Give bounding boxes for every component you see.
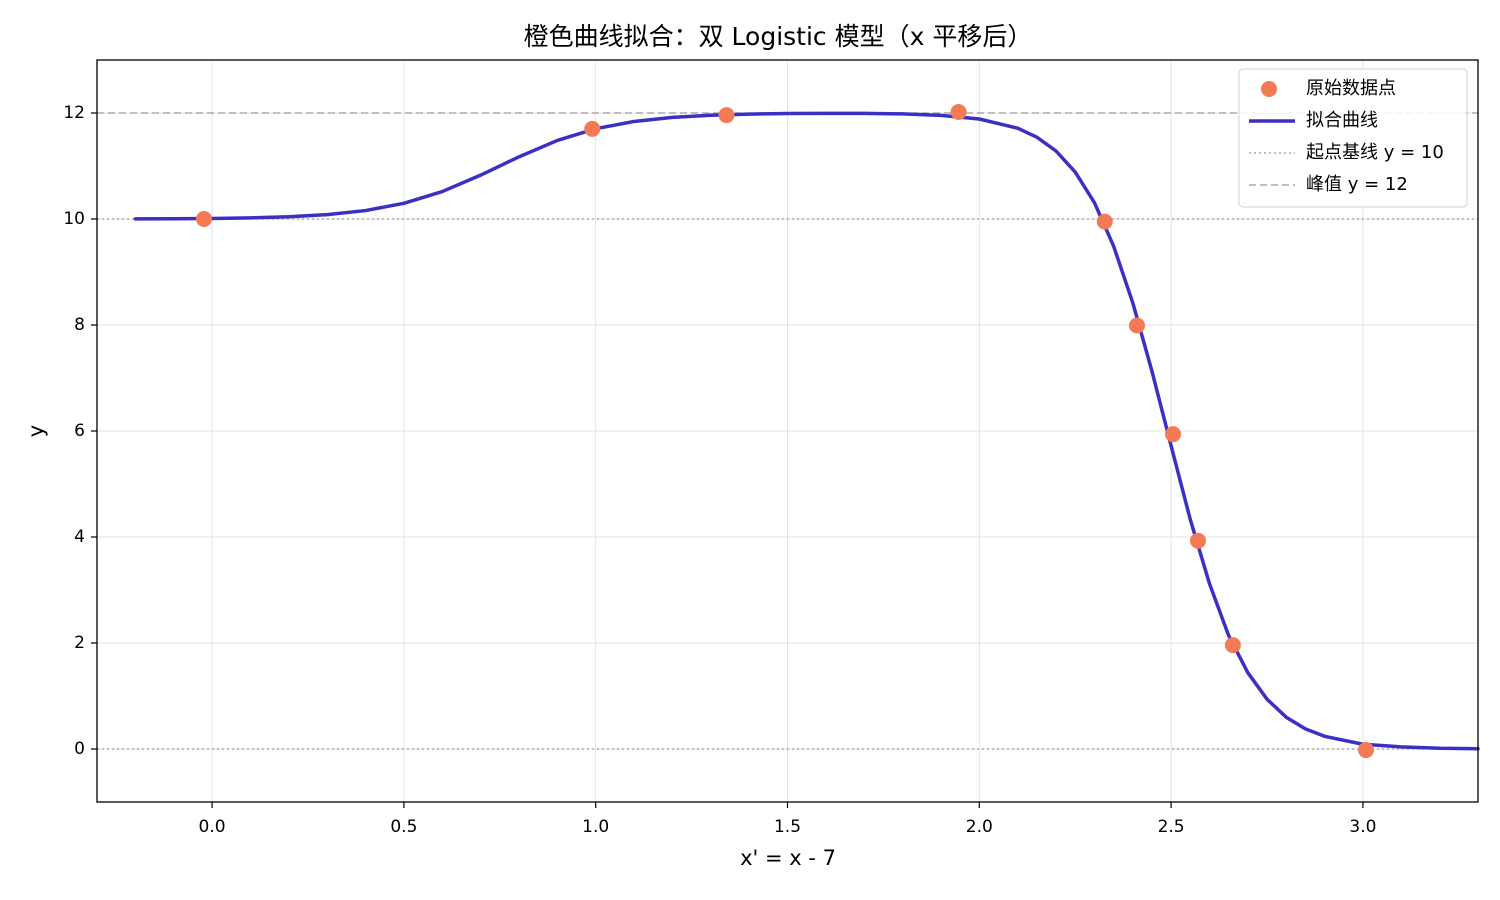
legend-box	[1238, 68, 1468, 208]
y-tick-label: 0	[74, 739, 85, 759]
legend-marker	[1261, 81, 1277, 97]
data-point	[1165, 426, 1182, 443]
data-point	[1189, 532, 1206, 549]
data-point	[196, 211, 213, 227]
chart-title: 橙色曲线拟合：双 Logistic 模型（x 平移后）	[524, 22, 1033, 51]
x-tick-label: 0.5	[390, 817, 417, 837]
legend-label: 原始数据点	[1306, 78, 1396, 99]
x-tick-label: 1.0	[582, 817, 609, 837]
y-tick-label: 8	[74, 315, 85, 335]
legend-label: 起点基线 y = 10	[1306, 142, 1444, 163]
y-tick-label: 12	[63, 103, 85, 123]
x-tick-label: 3.0	[1349, 817, 1376, 837]
data-point	[1096, 213, 1113, 230]
y-tick-label: 4	[74, 527, 85, 547]
x-tick-label: 1.5	[774, 817, 801, 837]
y-tick-label: 6	[74, 421, 85, 441]
data-point	[1128, 317, 1145, 334]
data-point	[1224, 637, 1241, 654]
x-tick-label: 2.0	[966, 817, 993, 837]
data-point	[584, 120, 601, 137]
x-axis-label: x' = x - 7	[740, 846, 836, 870]
data-point	[718, 107, 735, 124]
data-point	[950, 103, 967, 120]
data-point	[1357, 742, 1374, 759]
x-tick-label: 2.5	[1158, 817, 1185, 837]
y-tick-label: 10	[63, 209, 85, 229]
y-tick-label: 2	[74, 633, 85, 653]
legend-label: 拟合曲线	[1306, 110, 1378, 131]
y-axis-label: y	[24, 425, 48, 437]
legend-label: 峰值 y = 12	[1306, 174, 1408, 195]
x-tick-label: 0.0	[199, 817, 226, 837]
